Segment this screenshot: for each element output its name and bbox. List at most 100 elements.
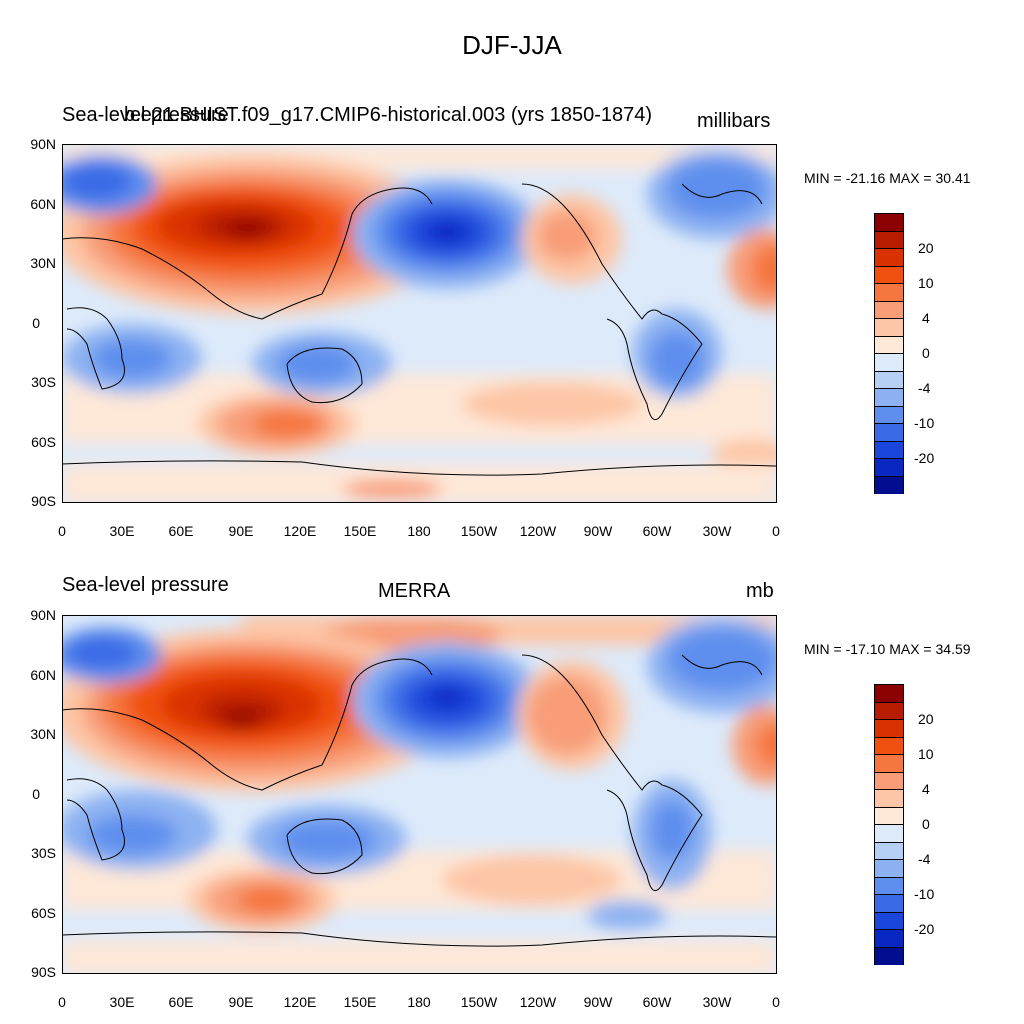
panel2-left-title: Sea-level pressure — [62, 574, 229, 596]
colorbar-swatch — [875, 266, 903, 284]
colorbar-swatch — [875, 825, 903, 843]
panel2-lat-tick: 90S — [31, 964, 56, 980]
panel1-min-max: MIN = -21.16 MAX = 30.41 — [804, 170, 971, 186]
panel2-lat-tick: 30N — [30, 726, 56, 742]
colorbar-swatch — [875, 790, 903, 808]
panel2-colorbar — [874, 684, 904, 965]
panel2-lon-tick: 90W — [583, 994, 613, 1010]
colorbar-swatch — [875, 354, 903, 372]
panel2-contour-map — [62, 615, 776, 973]
panel1-lon-tick: 60E — [168, 523, 194, 539]
figure-title: DJF-JJA — [462, 30, 562, 60]
panel1-colorbar-label: -10 — [914, 415, 935, 431]
panel1-lon-tick: 0 — [772, 523, 780, 539]
panel1-lat-tick: 30N — [30, 255, 56, 271]
panel2-colorbar-label: -20 — [914, 921, 935, 937]
panel2-center-title: MERRA — [378, 580, 451, 602]
panel2-min-max: MIN = -17.10 MAX = 34.59 — [804, 641, 971, 657]
panel1-lon-tick: 180 — [407, 523, 431, 539]
colorbar-swatch — [875, 406, 903, 424]
panel2-colorbar-label: 0 — [922, 816, 930, 832]
panel1-lon-tick: 0 — [58, 523, 66, 539]
panel2-lon-tick: 60W — [642, 994, 672, 1010]
colorbar-swatch — [875, 476, 903, 494]
panel2-lon-tick: 150W — [460, 994, 498, 1010]
colorbar-swatch — [875, 389, 903, 407]
panel1-colorbar — [874, 213, 904, 494]
colorbar-swatch — [875, 720, 903, 738]
panel2-lat-tick: 0 — [32, 786, 40, 802]
panel1-colorbar-label: -20 — [914, 450, 935, 466]
colorbar-swatch — [875, 685, 903, 703]
panel1-map — [62, 144, 776, 502]
panel2-lon-tick: 180 — [407, 994, 431, 1010]
panel2-lon-tick: 30E — [109, 994, 135, 1010]
panel2-lon-tick: 120E — [283, 994, 317, 1010]
panel2-colorbar-label: 4 — [922, 781, 930, 797]
panel1-lat-tick: 0 — [32, 315, 40, 331]
panel2-lon-tick: 0 — [772, 994, 780, 1010]
panel2-frame — [62, 615, 777, 974]
colorbar-swatch — [875, 860, 903, 878]
panel2-colorbar-label: -4 — [918, 851, 931, 867]
panel1-frame — [62, 144, 777, 503]
colorbar-swatch — [875, 947, 903, 965]
colorbar-swatch — [875, 441, 903, 459]
panel1-colorbar-label: 0 — [922, 345, 930, 361]
colorbar-swatch — [875, 930, 903, 948]
panel1-contour-map — [62, 144, 776, 502]
panel2-lat-tick: 90N — [30, 607, 56, 623]
panel2-lon-tick: 90E — [228, 994, 254, 1010]
panel1-lat-tick: 90S — [31, 493, 56, 509]
colorbar-swatch — [875, 807, 903, 825]
panel1-lat-tick: 90N — [30, 136, 56, 152]
panel1-right-title: millibars — [697, 110, 771, 132]
colorbar-swatch — [875, 877, 903, 895]
panel1-lon-tick: 30E — [109, 523, 135, 539]
colorbar-swatch — [875, 895, 903, 913]
colorbar-swatch — [875, 284, 903, 302]
panel1-center-title: b.e21.BHIST.f09_g17.CMIP6-historical.003… — [124, 104, 653, 126]
colorbar-swatch — [875, 755, 903, 773]
panel2-lon-tick: 120W — [519, 994, 557, 1010]
panel1-colorbar-label: 20 — [918, 240, 934, 256]
panel1-lat-tick: 60N — [30, 196, 56, 212]
panel1-lon-tick: 150W — [460, 523, 498, 539]
panel2-map — [62, 615, 776, 973]
panel2-lon-tick: 30W — [702, 994, 732, 1010]
colorbar-swatch — [875, 737, 903, 755]
colorbar-swatch — [875, 459, 903, 477]
panel1-lat-tick: 60S — [31, 434, 56, 450]
panel1-lon-tick: 90W — [583, 523, 613, 539]
panel2-lat-tick: 30S — [31, 845, 56, 861]
colorbar-swatch — [875, 702, 903, 720]
colorbar-swatch — [875, 319, 903, 337]
colorbar-swatch — [875, 301, 903, 319]
panel1-lat-tick: 30S — [31, 374, 56, 390]
colorbar-swatch — [875, 214, 903, 232]
panel1-lon-tick: 60W — [642, 523, 672, 539]
panel2-lat-tick: 60N — [30, 667, 56, 683]
colorbar-swatch — [875, 336, 903, 354]
panel2-right-title: mb — [746, 580, 774, 602]
panel2-colorbar-label: 20 — [918, 711, 934, 727]
panel1-lon-tick: 90E — [228, 523, 254, 539]
colorbar-swatch — [875, 249, 903, 267]
panel2-colorbar-label: -10 — [914, 886, 935, 902]
panel1-left-title: Sea-level pressure — [62, 104, 229, 126]
panel1-lon-tick: 120W — [519, 523, 557, 539]
colorbar-swatch — [875, 424, 903, 442]
panel1-colorbar-label: 10 — [918, 275, 934, 291]
panel1-lon-tick: 120E — [283, 523, 317, 539]
panel2-lat-tick: 60S — [31, 905, 56, 921]
panel2-lon-tick: 150E — [343, 994, 377, 1010]
colorbar-swatch — [875, 912, 903, 930]
colorbar-swatch — [875, 371, 903, 389]
colorbar-swatch — [875, 231, 903, 249]
panel1-colorbar-label: -4 — [918, 380, 931, 396]
panel1-lon-tick: 150E — [343, 523, 377, 539]
panel2-colorbar-label: 10 — [918, 746, 934, 762]
colorbar-swatch — [875, 772, 903, 790]
panel1-lon-tick: 30W — [702, 523, 732, 539]
panel2-lon-tick: 60E — [168, 994, 194, 1010]
